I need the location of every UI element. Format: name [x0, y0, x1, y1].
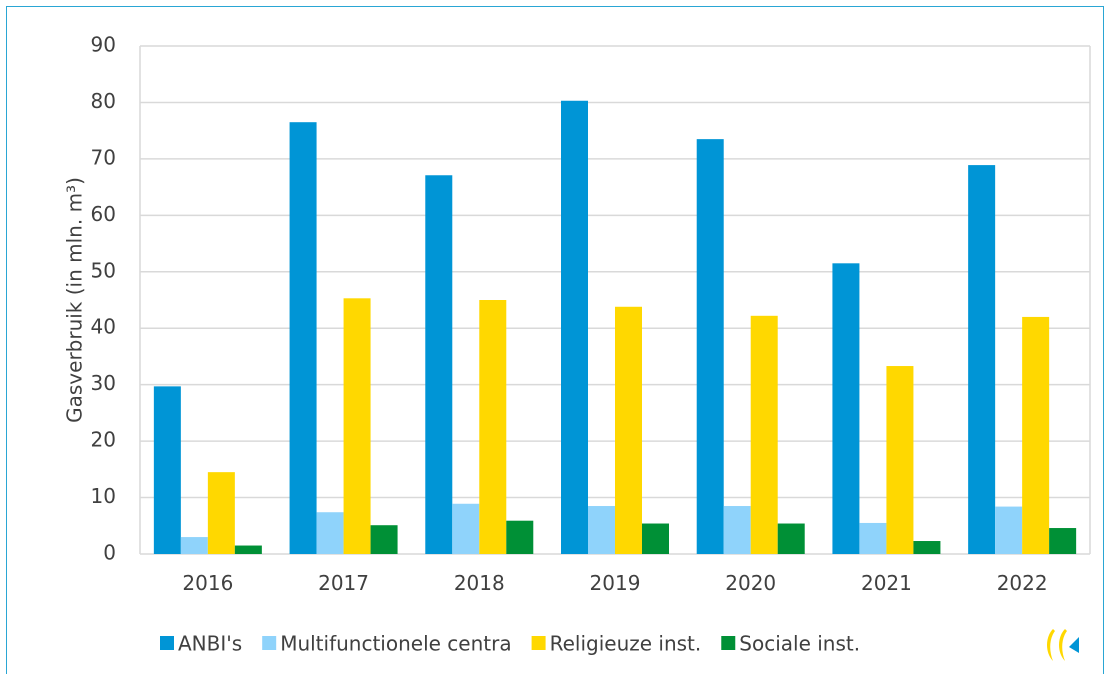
y-tick-label: 20	[91, 428, 116, 452]
bars	[153, 100, 1077, 555]
legend-label: Religieuze inst.	[550, 632, 702, 656]
bar-2017-3	[370, 525, 398, 554]
bar-2016-1	[180, 537, 208, 554]
legend-swatch	[262, 636, 277, 650]
chart-frame	[6, 6, 1104, 674]
bar-2018-3	[506, 520, 534, 554]
bar-2020-2	[750, 315, 778, 554]
legend-label: ANBI's	[178, 632, 242, 656]
x-tick-label: 2016	[182, 571, 233, 595]
bar-2017-2	[343, 298, 371, 554]
bar-2017-1	[316, 512, 344, 554]
legend-label: Sociale inst.	[739, 632, 860, 656]
x-tick-label: 2017	[318, 571, 369, 595]
y-tick-label: 70	[91, 145, 116, 169]
bar-2016-0	[153, 386, 181, 554]
legend-swatch	[531, 636, 546, 650]
y-tick-label: 90	[91, 33, 116, 57]
bar-2016-2	[207, 472, 235, 554]
bar-2020-1	[723, 506, 751, 554]
x-tick-label: 2018	[454, 571, 505, 595]
bar-2019-1	[588, 506, 615, 554]
logo-icon	[1047, 629, 1079, 661]
x-tick-label: 2019	[590, 571, 641, 595]
y-tick-label: 40	[91, 315, 116, 339]
legend: ANBI's Multifunctionele centra Religieuze …	[160, 632, 860, 656]
bar-2022-3	[1049, 528, 1077, 554]
y-tick-label: 80	[91, 89, 116, 113]
y-tick-labels: 0 10 20 30 40 50 60 70 80 90	[91, 33, 116, 565]
bar-2018-1	[452, 503, 480, 554]
legend-swatch	[160, 636, 174, 650]
legend-label: Multifunctionele centra	[280, 632, 511, 656]
bar-2020-3	[777, 523, 805, 554]
x-tick-label: 2022	[997, 571, 1048, 595]
y-tick-label: 50	[91, 258, 116, 282]
bar-2021-2	[886, 366, 914, 554]
bar-2019-3	[642, 523, 669, 554]
bar-2021-3	[913, 541, 941, 554]
bar-2022-2	[1022, 316, 1050, 554]
x-tick-labels: 2016 2017 2018 2019 2020 2021 2022	[182, 571, 1047, 595]
bar-2019-2	[615, 306, 642, 554]
y-tick-label: 60	[91, 202, 116, 226]
bar-2018-0	[425, 175, 453, 554]
legend-swatch	[721, 636, 736, 650]
bar-2018-2	[479, 300, 507, 554]
bar-2022-0	[968, 165, 996, 554]
y-tick-label: 10	[91, 484, 116, 508]
x-tick-label: 2021	[861, 571, 912, 595]
bar-2021-0	[832, 263, 860, 554]
y-tick-label: 30	[91, 371, 116, 395]
bar-2021-1	[859, 522, 887, 554]
bar-2022-1	[995, 506, 1023, 554]
bar-2020-0	[696, 139, 724, 554]
y-tick-label: 0	[103, 541, 116, 565]
x-tick-label: 2020	[725, 571, 776, 595]
y-axis-label: Gasverbruik (in mln. m³)	[63, 177, 87, 423]
bar-2019-0	[561, 100, 588, 555]
bar-2016-3	[234, 545, 262, 554]
bar-2017-0	[289, 122, 317, 554]
